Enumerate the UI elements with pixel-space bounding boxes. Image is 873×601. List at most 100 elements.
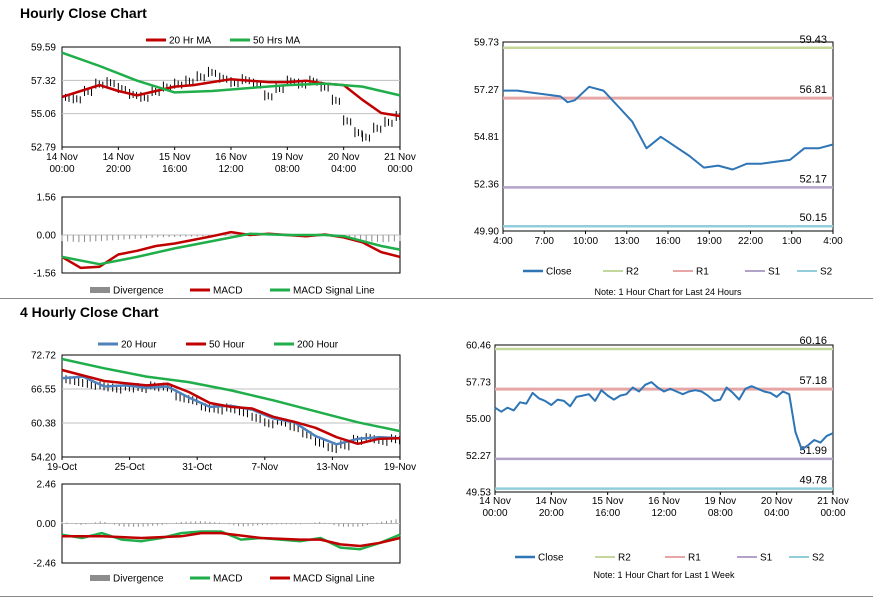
legend-close-label: Close [546,267,572,278]
pivot-label-s1: 52.17 [799,173,827,185]
series-line-200-hour [61,357,401,433]
hourly-price-xtick-label: 14 Nov [102,152,134,163]
pivot-label-r1: 56.81 [799,84,827,96]
hourly-close-xtick-label: 4:00 [493,236,513,247]
series-line-50-hour [61,368,401,446]
four-price-xtick-label: 7-Nov [251,462,278,473]
legend-r1-label: R1 [696,267,709,278]
legend-s1-label: S1 [760,553,773,564]
hourly-price-ytick: 55.06 [31,109,56,120]
weekly-close-xtick-label: 16:00 [595,508,620,519]
four-price-ytick: 72.72 [31,351,56,362]
hourly-close-xtick-label: 16:00 [655,236,680,247]
weekly-close-xtick-label: 20 Nov [761,496,793,507]
weekly-close-xtick-label: 19 Nov [704,496,736,507]
weekly-close-xtick-label: 14 Nov [479,496,511,507]
weekly-close-xtick-label: 08:00 [708,508,733,519]
hourly-price-ytick: 52.79 [31,143,56,154]
four-price-ytick: 54.20 [31,453,56,464]
hourly-close-xtick-label: 10:00 [573,236,598,247]
weekly-close-ytick: 57.73 [466,377,491,388]
legend-200-hour-label: 200 Hour [297,340,339,351]
weekly-close-xtick-label: 00:00 [820,508,845,519]
legend-r2-label: R2 [618,553,631,564]
legend-divergence-swatch [90,287,110,293]
hourly-price-xtick-label: 08:00 [275,164,300,175]
hourly-close-ytick: 59.73 [474,38,499,49]
four-macd-ytick: 2.46 [37,480,57,491]
hourly-macd-ytick: -1.56 [33,269,56,280]
legend-50-hour-label: 50 Hour [209,340,245,351]
hourly-price-xtick-label: 19 Nov [271,152,303,163]
section-divider [0,298,873,299]
hourly-price-xtick-label: 20:00 [106,164,131,175]
legend-s1-label: S1 [768,267,781,278]
series-line-close [503,85,834,171]
hourly-close-ytick: 54.81 [474,132,499,143]
legend-s2-label: S2 [820,267,833,278]
legend-s2-label: S2 [812,553,825,564]
legend-divergence-label: Divergence [113,574,164,585]
four-price-xtick-label: 13-Nov [316,462,348,473]
four-price-ytick: 66.55 [31,385,56,396]
four-price-xtick-label: 19-Oct [47,462,77,473]
legend-macd-signal-label: MACD Signal Line [293,574,375,585]
hourly-section-title: Hourly Close Chart [20,5,147,21]
weekly-close-xtick-label: 12:00 [651,508,676,519]
weekly-close-ytick: 49.53 [466,488,491,499]
legend-macd-signal-label: MACD Signal Line [293,286,375,297]
hourly-close-ytick: 57.27 [474,85,499,96]
four-price-ytick: 60.38 [31,419,56,430]
hourly-price-ytick: 59.59 [31,43,56,54]
pivot-label-s2: 49.78 [799,475,827,487]
legend-20-hour-label: 20 Hour [121,340,157,351]
hourly-close-ytick: 52.36 [474,179,499,190]
hourly-close-xtick-label: 1:00 [782,236,802,247]
hourly-close-xtick-label: 4:00 [823,236,843,247]
chart-note: Note: 1 Hour Chart for Last 24 Hours [594,287,742,297]
weekly-close-ytick: 52.27 [466,451,491,462]
hourly-macd-ytick: 1.56 [37,193,57,204]
hourly-price-xtick-label: 14 Nov [46,152,78,163]
weekly-close-xtick-label: 04:00 [764,508,789,519]
plot-area [61,354,401,458]
hourly-price-xtick-label: 00:00 [49,164,74,175]
series-line-macd-signal-line [61,232,401,266]
legend-macd-label: MACD [213,574,242,585]
hourly-close-ytick: 49.90 [474,227,499,238]
weekly-close-xtick-label: 20:00 [539,508,564,519]
pivot-label-r2: 60.16 [799,335,827,347]
legend-r2-label: R2 [626,267,639,278]
pivot-label-s2: 50.15 [799,212,827,224]
hourly-close-xtick-label: 22:00 [738,236,763,247]
series-line-50-hrs-ma [61,51,401,97]
weekly-close-xtick-label: 16 Nov [648,496,680,507]
four-macd-ytick: -2.46 [33,559,56,570]
weekly-close-xtick-label: 14 Nov [535,496,567,507]
four-hourly-section-title: 4 Hourly Close Chart [20,304,159,320]
plot-area [494,344,834,493]
series-line-close [494,381,834,451]
hourly-price-xtick-label: 21 Nov [384,152,416,163]
pivot-label-r2: 59.43 [799,34,827,46]
hourly-close-xtick-label: 19:00 [697,236,722,247]
hourly-close-xtick-label: 7:00 [535,236,555,247]
hourly-price-xtick-label: 16:00 [162,164,187,175]
legend-50hrs-ma-label: 50 Hrs MA [253,36,301,47]
hourly-price-xtick-label: 15 Nov [159,152,191,163]
bottom-divider [0,596,873,597]
weekly-close-ytick: 60.46 [466,341,491,352]
hourly-close-xtick-label: 13:00 [614,236,639,247]
hourly-price-xtick-label: 12:00 [218,164,243,175]
legend-divergence-swatch [90,575,110,581]
chart-note: Note: 1 Hour Chart for Last 1 Week [594,570,735,580]
weekly-close-xtick-label: 21 Nov [817,496,849,507]
legend-20hr-ma-label: 20 Hr MA [169,36,212,47]
legend-macd-label: MACD [213,286,242,297]
hourly-price-xtick-label: 00:00 [387,164,412,175]
four-price-xtick-label: 31-Oct [182,462,212,473]
